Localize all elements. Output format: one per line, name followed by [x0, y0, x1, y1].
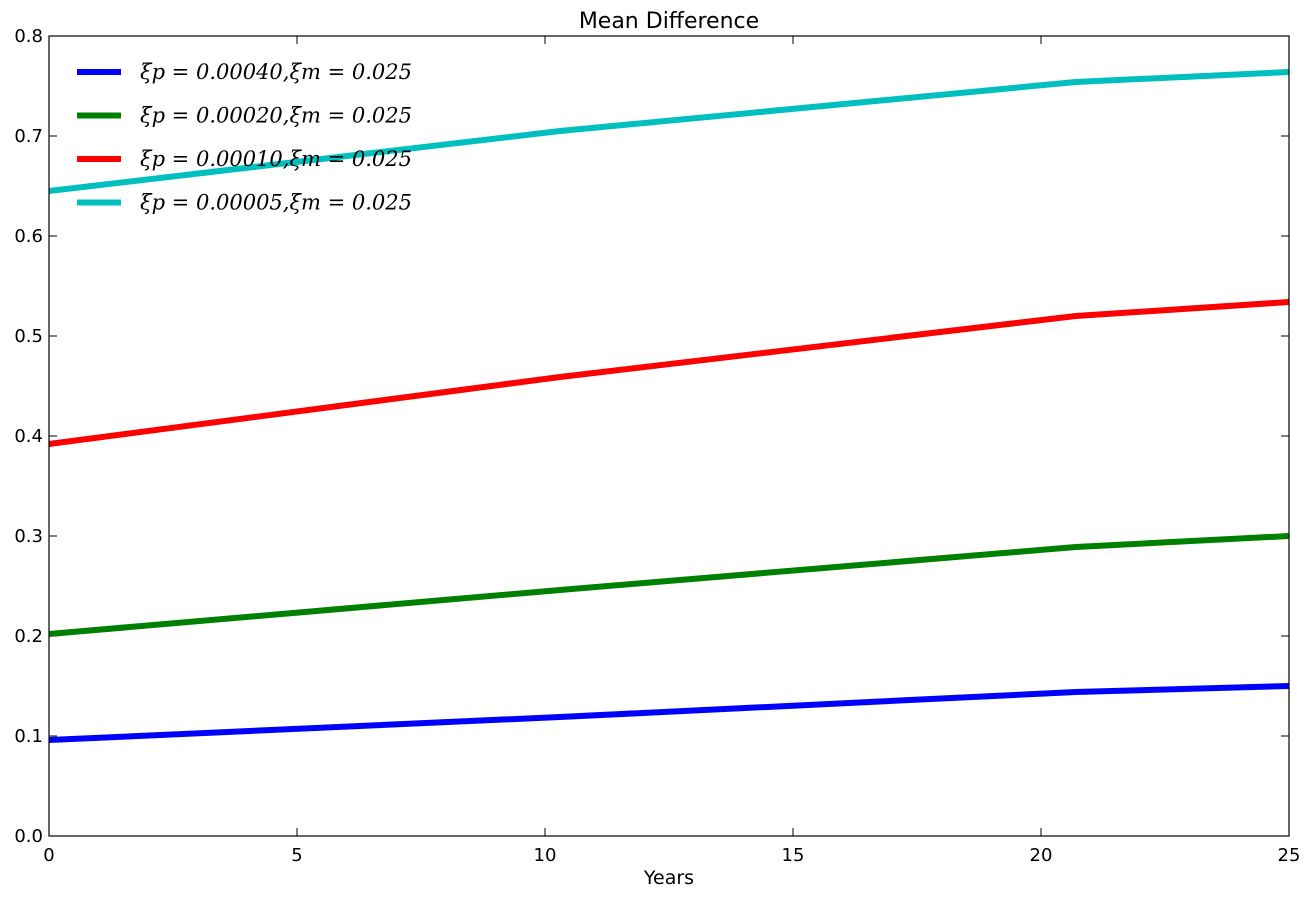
series-line-1 — [48, 683, 1290, 743]
chart-title: Mean Difference — [579, 9, 759, 34]
y-tick-label: 0.2 — [14, 626, 43, 647]
legend-label-1: ξp = 0.00040,ξm = 0.025 — [140, 60, 412, 84]
y-tick-label: 0.3 — [14, 526, 43, 547]
series-line-3 — [48, 299, 1290, 447]
y-tick-label: 0.4 — [14, 426, 43, 447]
y-tick-label: 0.6 — [14, 226, 43, 247]
y-tick-label: 0.5 — [14, 326, 43, 347]
y-tick-label: 0.8 — [14, 26, 43, 47]
x-tick-label: 15 — [782, 845, 805, 866]
legend-label-2: ξp = 0.00020,ξm = 0.025 — [140, 104, 412, 128]
x-tick-label: 0 — [43, 845, 54, 866]
x-tick-label: 25 — [1278, 845, 1301, 866]
y-tick-label: 0.7 — [14, 126, 43, 147]
x-tick-label: 20 — [1030, 845, 1053, 866]
series-line-4 — [48, 69, 1290, 194]
series-line-2 — [48, 533, 1290, 637]
legend: ξp = 0.00040,ξm = 0.025 ξp = 0.00020,ξm =… — [77, 60, 412, 215]
y-tick-label: 0.1 — [14, 726, 43, 747]
y-tick-label: 0.0 — [14, 826, 43, 847]
legend-label-4: ξp = 0.00005,ξm = 0.025 — [140, 191, 412, 215]
x-axis-label: Years — [643, 867, 694, 889]
axis-ticks: 0 5 10 15 20 25 0.0 0.1 0.2 0.3 0.4 0.5 0.6 0.7 0.8 — [14, 26, 1300, 866]
plot-border — [48, 35, 1290, 837]
x-tick-label: 5 — [291, 845, 302, 866]
x-tick-label: 10 — [534, 845, 557, 866]
legend-label-3: ξp = 0.00010,ξm = 0.025 — [140, 147, 412, 171]
series-lines — [48, 69, 1290, 743]
